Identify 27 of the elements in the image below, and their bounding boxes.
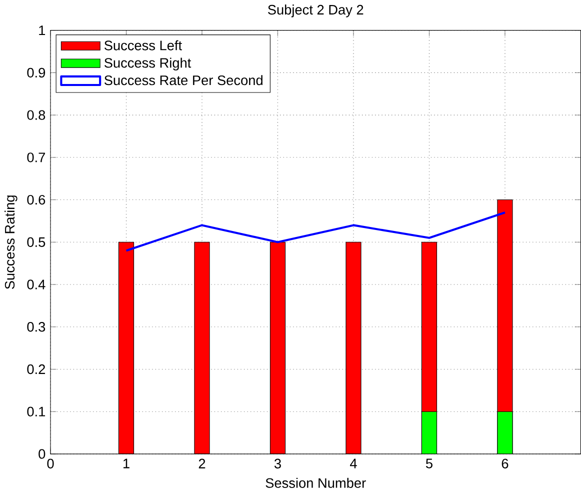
bar bbox=[421, 411, 438, 454]
legend-label: Success Rate Per Second bbox=[104, 74, 262, 85]
y-axis-title: Success Rating bbox=[4, 195, 18, 289]
y-tick-label: 0.9 bbox=[27, 68, 46, 78]
y-tick-label: 0.7 bbox=[27, 152, 45, 162]
x-tick-label: 5 bbox=[426, 458, 432, 468]
x-tick-label: 1 bbox=[124, 458, 130, 468]
y-tick-label: 0.2 bbox=[27, 364, 45, 374]
x-axis-title: Session Number bbox=[266, 478, 366, 488]
line-series bbox=[125, 211, 506, 252]
y-tick-label: 0.6 bbox=[27, 194, 46, 204]
y-tick-label: 1 bbox=[39, 25, 46, 35]
bar bbox=[497, 411, 513, 454]
x-tick-label: 2 bbox=[198, 458, 206, 468]
y-tick-label: 0 bbox=[38, 448, 46, 459]
legend-label: Success Right bbox=[104, 57, 192, 70]
legend-label: Success Left bbox=[104, 40, 182, 50]
y-tick-label: 0.5 bbox=[27, 237, 46, 247]
y-tick-label: 0.1 bbox=[27, 406, 46, 416]
y-tick-label: 0.3 bbox=[27, 322, 46, 332]
x-tick-label: 3 bbox=[274, 458, 281, 468]
x-tick-label: 0 bbox=[47, 458, 54, 468]
chart-title: Subject 2 Day 2 bbox=[268, 4, 364, 18]
x-tick-label: 6 bbox=[502, 458, 508, 468]
y-tick-label: 0.4 bbox=[27, 279, 46, 290]
x-tick-label: 4 bbox=[350, 458, 357, 468]
y-tick-label: 0.8 bbox=[27, 110, 46, 120]
